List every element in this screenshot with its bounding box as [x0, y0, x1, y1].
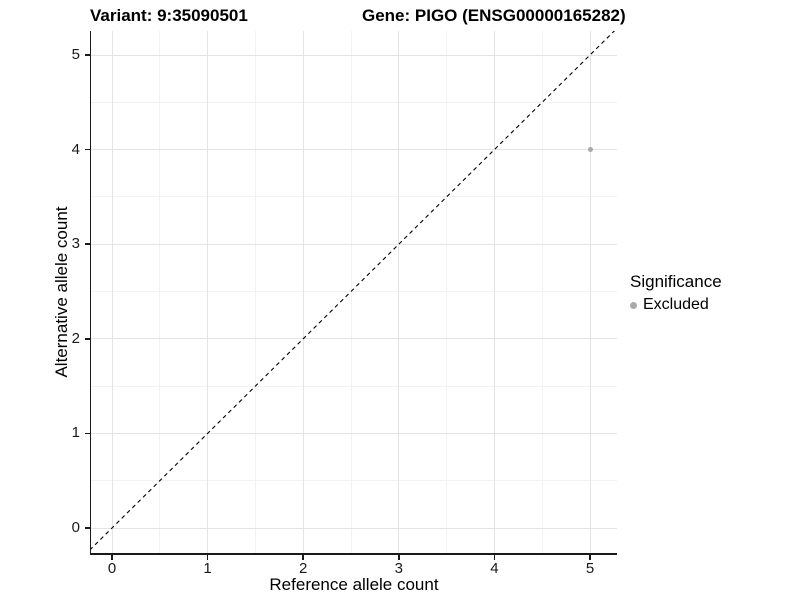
x-tick-label: 2	[299, 560, 308, 577]
y-tick-label: 1	[71, 424, 80, 442]
x-major-gridline	[111, 31, 113, 553]
legend-items: Excluded	[630, 296, 722, 314]
x-tick-label: 1	[203, 560, 212, 577]
x-tick-mark	[111, 554, 113, 560]
x-tick-mark	[589, 554, 591, 560]
x-tick-label: 4	[490, 560, 499, 577]
x-tick-label: 5	[585, 560, 595, 577]
x-tick-mark	[302, 554, 304, 560]
x-tick-mark	[398, 554, 400, 560]
y-tick-label: 2	[71, 329, 80, 347]
y-tick-mark	[84, 432, 90, 435]
y-major-gridline	[91, 432, 617, 434]
legend: Significance Excluded	[630, 272, 722, 314]
y-axis-title: Alternative allele count	[52, 206, 71, 378]
x-tick-label: 0	[107, 560, 117, 577]
y-tick-mark	[84, 527, 90, 529]
y-major-gridline	[91, 149, 617, 151]
y-tick-label: 3	[71, 235, 80, 253]
x-tick-mark	[493, 554, 496, 560]
scatter-point	[587, 147, 593, 153]
x-major-gridline	[493, 31, 495, 553]
plot-title-gene: Gene: PIGO (ENSG00000165282)	[362, 6, 626, 25]
x-tick-label: 3	[394, 560, 403, 577]
y-minor-gridline	[91, 196, 617, 198]
y-major-gridline	[91, 338, 617, 340]
y-major-gridline	[91, 527, 617, 529]
x-minor-gridline	[541, 31, 543, 553]
plot-panel	[91, 31, 617, 553]
x-major-gridline	[302, 31, 304, 553]
legend-key-dot	[630, 301, 637, 309]
y-tick-mark	[84, 54, 90, 56]
identity-reference-line	[91, 31, 616, 550]
y-tick-label: 5	[71, 46, 80, 63]
x-major-gridline	[207, 31, 209, 553]
y-tick-mark	[84, 243, 90, 245]
y-tick-mark	[84, 338, 90, 340]
y-minor-gridline	[91, 385, 617, 387]
x-tick-mark	[206, 554, 209, 560]
x-major-gridline	[589, 31, 591, 553]
x-minor-gridline	[446, 31, 448, 553]
y-tick-label: 4	[71, 140, 80, 158]
x-axis-title: Reference allele count	[269, 575, 439, 594]
y-minor-gridline	[91, 291, 617, 292]
y-tick-mark	[84, 148, 90, 151]
legend-item: Excluded	[630, 296, 722, 314]
y-tick-label: 0	[71, 519, 80, 536]
plot-title-variant: Variant: 9:35090501	[90, 6, 248, 25]
x-major-gridline	[398, 31, 400, 553]
x-axis-line	[89, 553, 617, 555]
y-minor-gridline	[91, 101, 617, 103]
y-major-gridline	[91, 243, 617, 245]
x-minor-gridline	[159, 31, 161, 553]
legend-item-label: Excluded	[643, 296, 709, 313]
y-minor-gridline	[91, 480, 617, 482]
legend-title: Significance	[630, 272, 722, 291]
x-minor-gridline	[350, 31, 352, 553]
y-major-gridline	[91, 54, 617, 56]
y-axis-line	[89, 31, 91, 555]
x-minor-gridline	[254, 31, 256, 553]
